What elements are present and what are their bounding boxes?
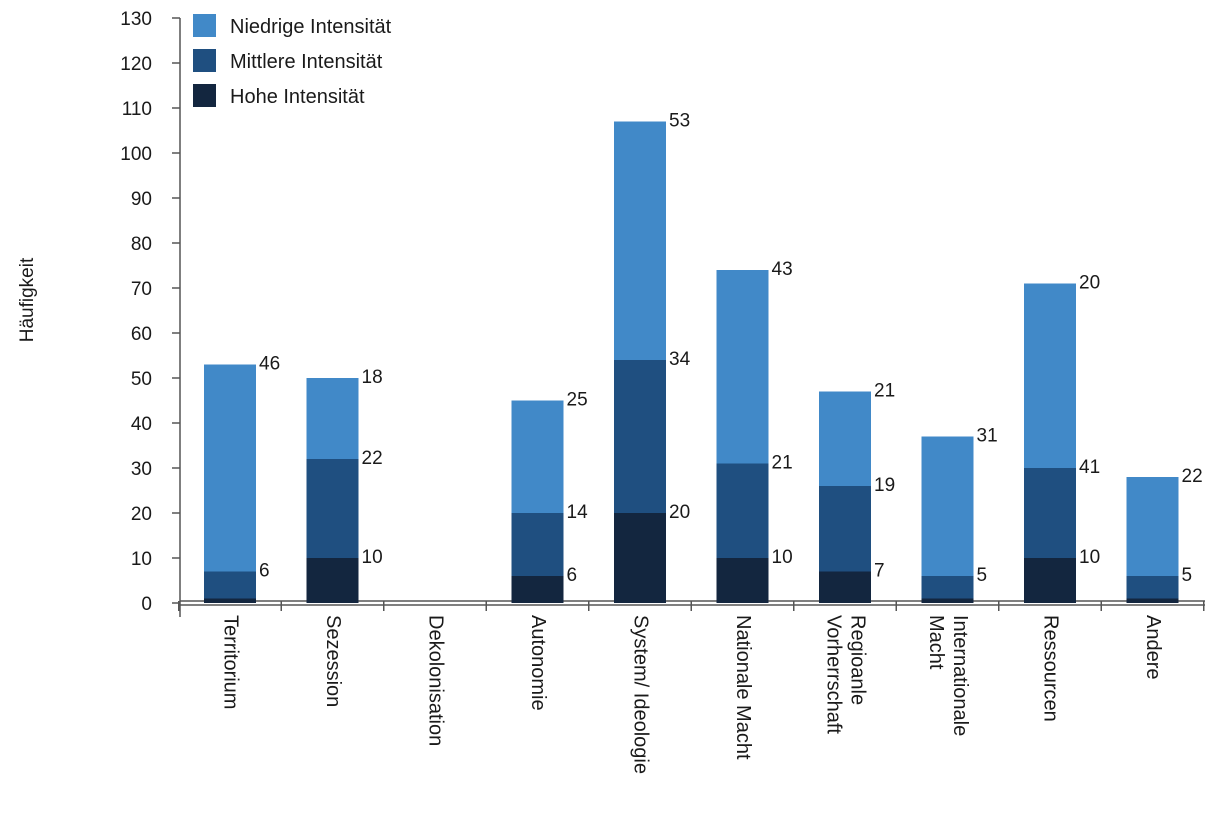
data-label-mid-5: 21 — [772, 453, 793, 474]
bar-niedrige-7 — [921, 436, 974, 576]
x-category-label-0: Territorium — [220, 615, 242, 709]
bar-mittlere-3 — [511, 513, 564, 576]
data-label-top-7: 31 — [977, 426, 998, 447]
data-label-top-5: 43 — [772, 259, 793, 280]
bars — [204, 121, 1179, 603]
data-label-top-1: 18 — [362, 367, 383, 388]
data-label-mid-3: 14 — [567, 502, 589, 523]
bar-mittlere-1 — [306, 459, 359, 558]
x-category-label-7: Macht — [925, 615, 947, 670]
legend-swatch-2 — [193, 84, 216, 107]
bar-mittlere-6 — [819, 486, 871, 572]
bar-hohe-0 — [204, 598, 256, 603]
data-label-low-3: 6 — [567, 565, 578, 586]
bar-hohe-1 — [306, 558, 359, 603]
bar-niedrige-4 — [614, 121, 666, 360]
x-category-label-8: Ressourcen — [1040, 615, 1062, 722]
data-label-mid-0: 6 — [259, 561, 270, 582]
bar-mittlere-9 — [1126, 576, 1179, 599]
data-label-low-5: 10 — [772, 547, 793, 568]
data-label-mid-4: 34 — [669, 349, 691, 370]
category-labels: Territorium Sezession Dekolonisation Autono… — [220, 615, 1165, 774]
bar-niedrige-3 — [511, 400, 564, 513]
data-label-top-4: 53 — [669, 111, 690, 132]
legend-swatch-0 — [193, 14, 216, 37]
y-axis-label: Häufigkeit — [17, 257, 38, 342]
bar-hohe-5 — [716, 558, 769, 603]
bar-niedrige-8 — [1024, 283, 1076, 468]
bar-mittlere-4 — [614, 360, 666, 513]
bar-niedrige-6 — [819, 391, 871, 486]
legend-label-2: Hohe Intensität — [230, 86, 365, 108]
data-label-low-8: 10 — [1079, 547, 1100, 568]
x-category-label-2: Dekolonisation — [425, 615, 447, 746]
bar-niedrige-1 — [306, 378, 359, 459]
data-label-top-3: 25 — [567, 390, 588, 411]
x-category-label-5: Nationale Macht — [732, 615, 754, 760]
data-label-mid-9: 5 — [1182, 565, 1193, 586]
y-tick-label-90: 90 — [131, 189, 152, 210]
data-label-mid-8: 41 — [1079, 457, 1100, 478]
bar-niedrige-0 — [204, 364, 256, 572]
bar-hohe-3 — [511, 576, 564, 603]
y-tick-label-50: 50 — [131, 369, 152, 390]
data-label-mid-7: 5 — [977, 565, 988, 586]
y-tick-label-70: 70 — [131, 279, 152, 300]
legend-label-1: Mittlere Intensität — [230, 51, 383, 73]
bar-niedrige-9 — [1126, 477, 1179, 576]
x-category-label-7: Internationale — [949, 615, 971, 736]
data-label-mid-1: 22 — [362, 448, 383, 469]
bar-hohe-9 — [1126, 598, 1179, 603]
bar-mittlere-7 — [921, 576, 974, 599]
x-ticks — [178, 601, 1205, 611]
y-tick-label-20: 20 — [131, 504, 152, 525]
x-category-label-4: System/ Ideologie — [630, 615, 652, 774]
data-label-top-8: 20 — [1079, 273, 1100, 294]
data-label-top-9: 22 — [1182, 466, 1203, 487]
bar-hohe-8 — [1024, 558, 1076, 603]
x-category-label-3: Autonomie — [527, 615, 549, 711]
y-tick-label-0: 0 — [141, 594, 152, 615]
data-label-low-1: 10 — [362, 547, 383, 568]
bar-mittlere-0 — [204, 571, 256, 599]
y-tick-label-30: 30 — [131, 459, 152, 480]
x-category-label-6: Vorherrschaft — [823, 615, 845, 734]
data-label-top-0: 46 — [259, 354, 280, 375]
bar-niedrige-5 — [716, 270, 769, 464]
y-tick-label-40: 40 — [131, 414, 152, 435]
y-tick-label-60: 60 — [131, 324, 152, 345]
legend-label-0: Niedrige Intensität — [230, 16, 392, 38]
bar-hohe-7 — [921, 598, 974, 603]
data-label-top-6: 21 — [874, 381, 895, 402]
x-category-label-1: Sezession — [322, 615, 344, 707]
bar-hohe-6 — [819, 571, 871, 603]
data-label-mid-6: 19 — [874, 475, 895, 496]
bar-mittlere-8 — [1024, 468, 1076, 558]
y-tick-label-80: 80 — [131, 234, 152, 255]
data-label-low-4: 20 — [669, 502, 690, 523]
y-tick-label-100: 100 — [120, 144, 152, 165]
y-tick-label-120: 120 — [120, 54, 152, 75]
y-tick-label-130: 130 — [120, 9, 152, 30]
x-category-label-6: Regioanle — [847, 615, 869, 705]
bar-hohe-4 — [614, 513, 666, 603]
data-label-low-6: 7 — [874, 561, 885, 582]
y-tick-label-110: 110 — [122, 99, 152, 120]
x-category-label-9: Andere — [1142, 615, 1164, 680]
bar-mittlere-5 — [716, 463, 769, 558]
legend: Niedrige Intensität Mittlere Intensität Ho… — [193, 14, 392, 108]
legend-swatch-1 — [193, 49, 216, 72]
y-ticks: 0 10 20 30 40 50 60 70 80 90 100 110 120 130 — [120, 9, 180, 615]
y-tick-label-10: 10 — [131, 549, 152, 570]
data-labels: 46 6 18 22 10 25 14 6 53 34 20 43 21 10 21 19 7 31 5 20 41 10… — [259, 111, 1203, 587]
